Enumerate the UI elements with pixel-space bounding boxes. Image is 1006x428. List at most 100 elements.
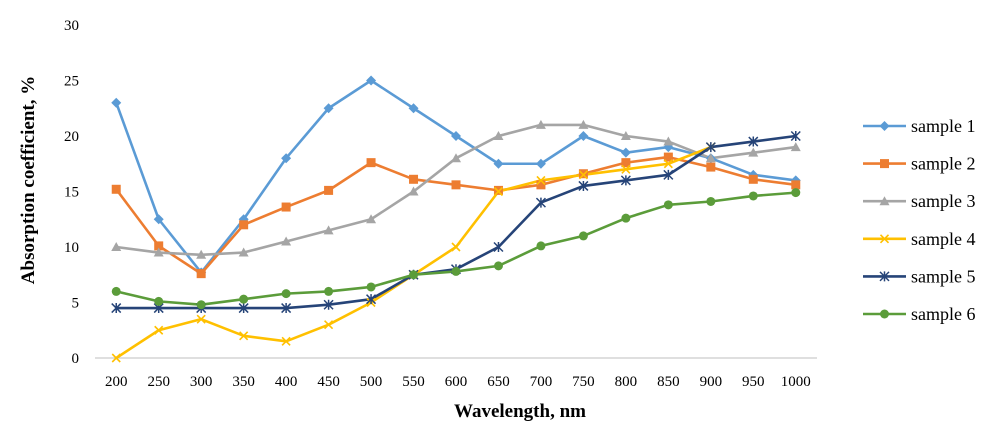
data-point-sample-5 <box>281 303 292 314</box>
data-point-sample-1 <box>620 147 631 158</box>
data-point-sample-6 <box>748 191 758 201</box>
data-point-sample-1 <box>578 131 589 141</box>
data-point-sample-6 <box>196 300 206 310</box>
series-line-sample-2 <box>115 155 796 275</box>
x-tick-label: 900 <box>700 374 723 390</box>
x-tick-label: 500 <box>360 374 383 390</box>
data-point-sample-3 <box>705 153 716 163</box>
data-point-sample-3 <box>323 225 334 235</box>
x-axis-title: Wavelength, nm <box>454 401 586 422</box>
data-point-sample-6 <box>324 286 334 296</box>
data-point-sample-5 <box>323 299 334 310</box>
data-point-sample-2 <box>366 158 376 168</box>
x-tick-label: 850 <box>657 374 680 390</box>
data-point-sample-3 <box>238 247 249 257</box>
x-tick-label: 1000 <box>781 374 811 390</box>
data-point-sample-6 <box>493 261 503 271</box>
data-point-sample-4 <box>621 164 631 174</box>
data-point-sample-2 <box>536 180 546 190</box>
data-point-sample-2 <box>706 162 716 172</box>
data-point-sample-6 <box>366 282 376 292</box>
data-point-sample-5 <box>748 136 759 147</box>
data-point-sample-4 <box>663 159 673 169</box>
data-point-sample-2 <box>281 202 291 212</box>
data-point-sample-3 <box>663 136 674 146</box>
data-point-sample-6 <box>663 200 673 210</box>
legend-marker-sample-4 <box>879 234 890 244</box>
series-line-sample-6 <box>115 191 796 307</box>
x-tick-label: 400 <box>275 374 298 390</box>
data-point-sample-2 <box>451 180 461 190</box>
data-point-sample-6 <box>154 296 164 306</box>
series-line-sample-1 <box>115 79 796 274</box>
data-point-sample-5 <box>535 197 546 208</box>
data-point-sample-3 <box>281 236 292 246</box>
legend-label-sample-4: sample 4 <box>911 229 976 249</box>
data-point-sample-6 <box>578 231 588 241</box>
data-point-sample-3 <box>535 119 546 129</box>
x-tick-label: 600 <box>445 374 468 390</box>
data-point-sample-4 <box>196 314 206 324</box>
data-point-sample-3 <box>493 131 504 140</box>
legend-marker-sample-5 <box>879 271 890 282</box>
y-axis-title: Absorption coefficient, % <box>18 76 39 284</box>
legend-label-sample-6: sample 6 <box>911 304 976 324</box>
data-point-sample-2 <box>748 174 758 184</box>
data-point-sample-6 <box>451 266 461 276</box>
data-point-sample-6 <box>791 188 801 198</box>
data-point-sample-3 <box>366 214 377 224</box>
x-tick-label: 350 <box>232 374 255 390</box>
legend-marker-sample-6 <box>880 309 889 319</box>
x-tick-label: 950 <box>742 374 765 390</box>
data-point-sample-1 <box>281 153 292 164</box>
legend-marker-sample-3 <box>879 196 890 206</box>
data-point-sample-5 <box>111 303 122 314</box>
data-point-sample-6 <box>536 241 546 251</box>
data-point-sample-4 <box>493 186 504 197</box>
data-point-sample-3 <box>578 119 589 129</box>
data-point-sample-4 <box>324 320 334 330</box>
data-point-sample-6 <box>111 286 121 296</box>
series-line-sample-3 <box>116 123 796 257</box>
data-point-sample-2 <box>111 184 121 194</box>
data-point-sample-4 <box>111 353 121 363</box>
legend-label-sample-1: sample 1 <box>911 116 976 136</box>
x-tick-label: 450 <box>317 374 340 390</box>
x-tick-label: 750 <box>572 374 595 390</box>
data-point-sample-3 <box>408 186 419 196</box>
y-tick-label: 30 <box>64 18 79 34</box>
data-point-sample-2 <box>409 174 419 184</box>
legend-marker-sample-2 <box>880 159 889 169</box>
data-point-sample-3 <box>153 247 164 257</box>
data-point-sample-3 <box>748 147 759 157</box>
data-point-sample-6 <box>281 289 291 299</box>
y-tick-label: 10 <box>64 240 79 256</box>
y-tick-label: 5 <box>72 296 80 312</box>
data-point-sample-6 <box>409 270 419 280</box>
data-point-sample-2 <box>154 241 164 251</box>
data-point-sample-5 <box>620 175 631 186</box>
data-point-sample-5 <box>493 241 504 253</box>
data-point-sample-1 <box>366 75 377 86</box>
data-point-sample-3 <box>620 131 631 140</box>
data-point-sample-2 <box>621 158 631 168</box>
data-point-sample-6 <box>239 294 249 304</box>
data-point-sample-1 <box>493 158 504 169</box>
data-point-sample-5 <box>663 169 674 180</box>
data-point-sample-6 <box>706 196 716 206</box>
y-tick-label: 20 <box>64 129 79 145</box>
data-point-sample-1 <box>535 158 546 169</box>
data-point-sample-4 <box>578 170 588 180</box>
data-point-sample-3 <box>790 142 801 152</box>
data-point-sample-3 <box>196 249 207 259</box>
data-point-sample-4 <box>154 325 164 335</box>
x-tick-label: 300 <box>190 374 213 390</box>
data-point-sample-4 <box>536 175 546 185</box>
data-point-sample-5 <box>578 180 589 191</box>
legend-label-sample-5: sample 5 <box>911 266 976 286</box>
x-tick-label: 800 <box>615 374 638 390</box>
x-tick-label: 200 <box>105 374 128 390</box>
data-point-sample-2 <box>324 185 334 195</box>
data-point-sample-4 <box>451 242 461 252</box>
